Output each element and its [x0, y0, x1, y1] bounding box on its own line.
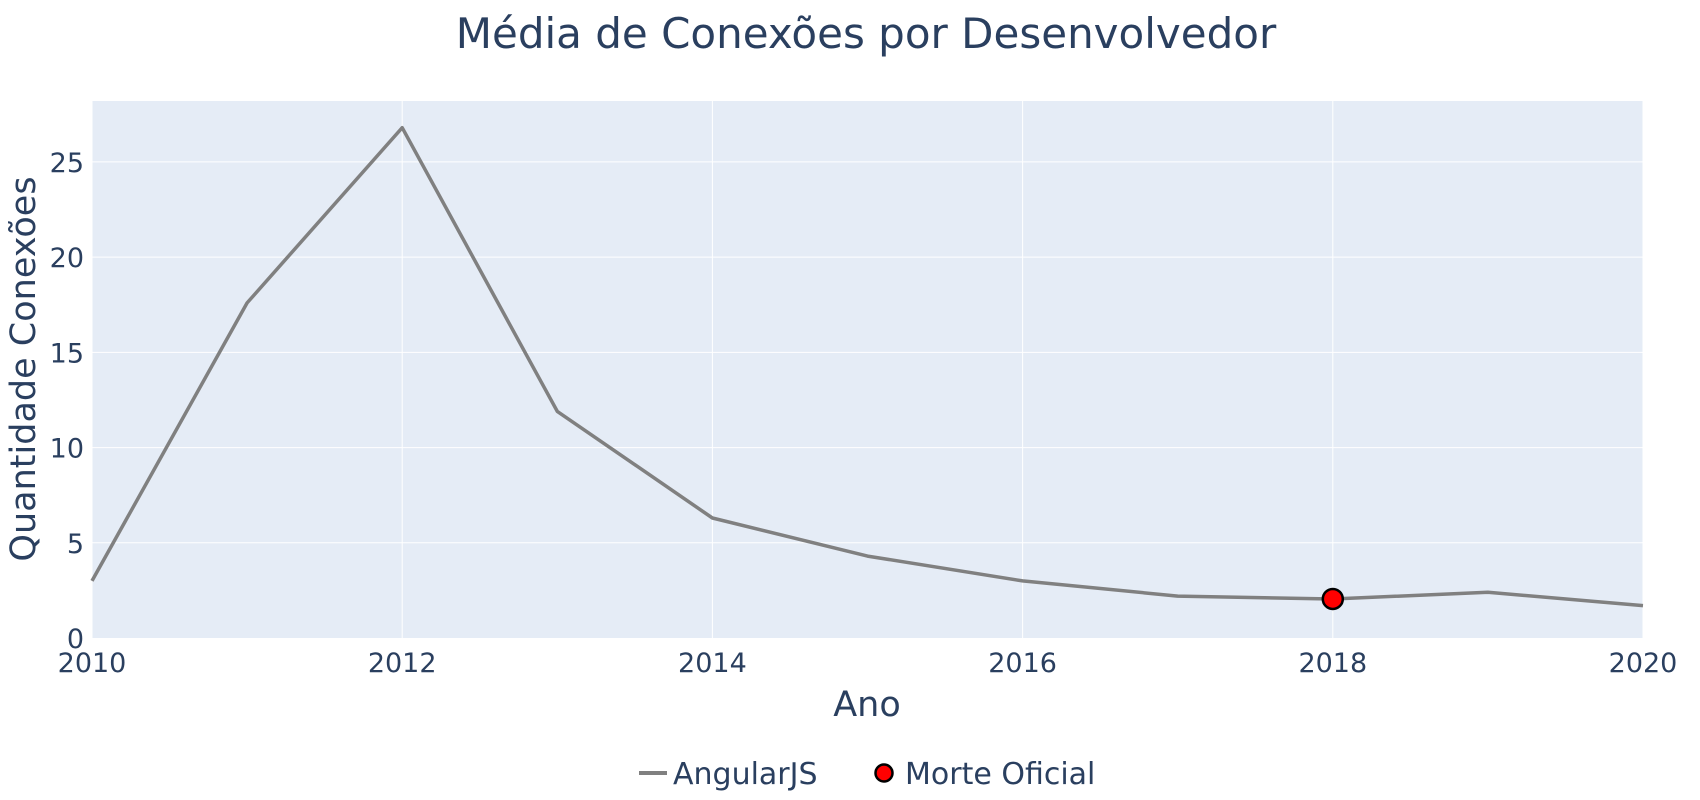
x-tick-label-2016: 2016: [988, 648, 1057, 679]
marker-layer: [1321, 587, 1345, 611]
y-axis-ticks: 0 5 10 15 20 25: [50, 148, 84, 655]
y-tick-label-10: 10: [50, 434, 84, 465]
y-tick-label-20: 20: [50, 243, 84, 274]
x-axis-ticks: 2010 2012 2014 2016 2018 2020: [58, 648, 1678, 679]
y-tick-label-0: 0: [67, 624, 84, 655]
y-axis-title: Quantidade Conexões: [4, 176, 44, 561]
chart-title: Média de Conexões por Desenvolvedor: [456, 9, 1277, 58]
y-tick-label-15: 15: [50, 338, 84, 369]
legend-label-morte-oficial: Morte Oficial: [905, 757, 1095, 792]
x-tick-label-2018: 2018: [1298, 648, 1367, 679]
x-tick-label-2020: 2020: [1609, 648, 1678, 679]
series-line-angularjs: [90, 125, 1644, 608]
legend-label-angularjs: AngularJS: [673, 757, 818, 792]
plot-area: [92, 101, 1643, 638]
data-point-morte-oficial-2018: [1321, 587, 1345, 611]
x-tick-label-2012: 2012: [368, 648, 437, 679]
legend[interactable]: AngularJS Morte Oficial: [639, 757, 1095, 792]
x-tick-label-2014: 2014: [678, 648, 747, 679]
legend-marker-icon: [874, 763, 894, 783]
series-layer: [90, 125, 1644, 608]
grid-lines: [91, 101, 1644, 638]
legend-item-morte-oficial[interactable]: Morte Oficial: [874, 757, 1096, 792]
legend-item-angularjs[interactable]: AngularJS: [639, 757, 818, 792]
y-tick-label-5: 5: [67, 529, 84, 560]
x-axis-title: Ano: [833, 685, 901, 725]
y-tick-label-25: 25: [50, 148, 84, 179]
x-tick-label-2010: 2010: [58, 648, 127, 679]
